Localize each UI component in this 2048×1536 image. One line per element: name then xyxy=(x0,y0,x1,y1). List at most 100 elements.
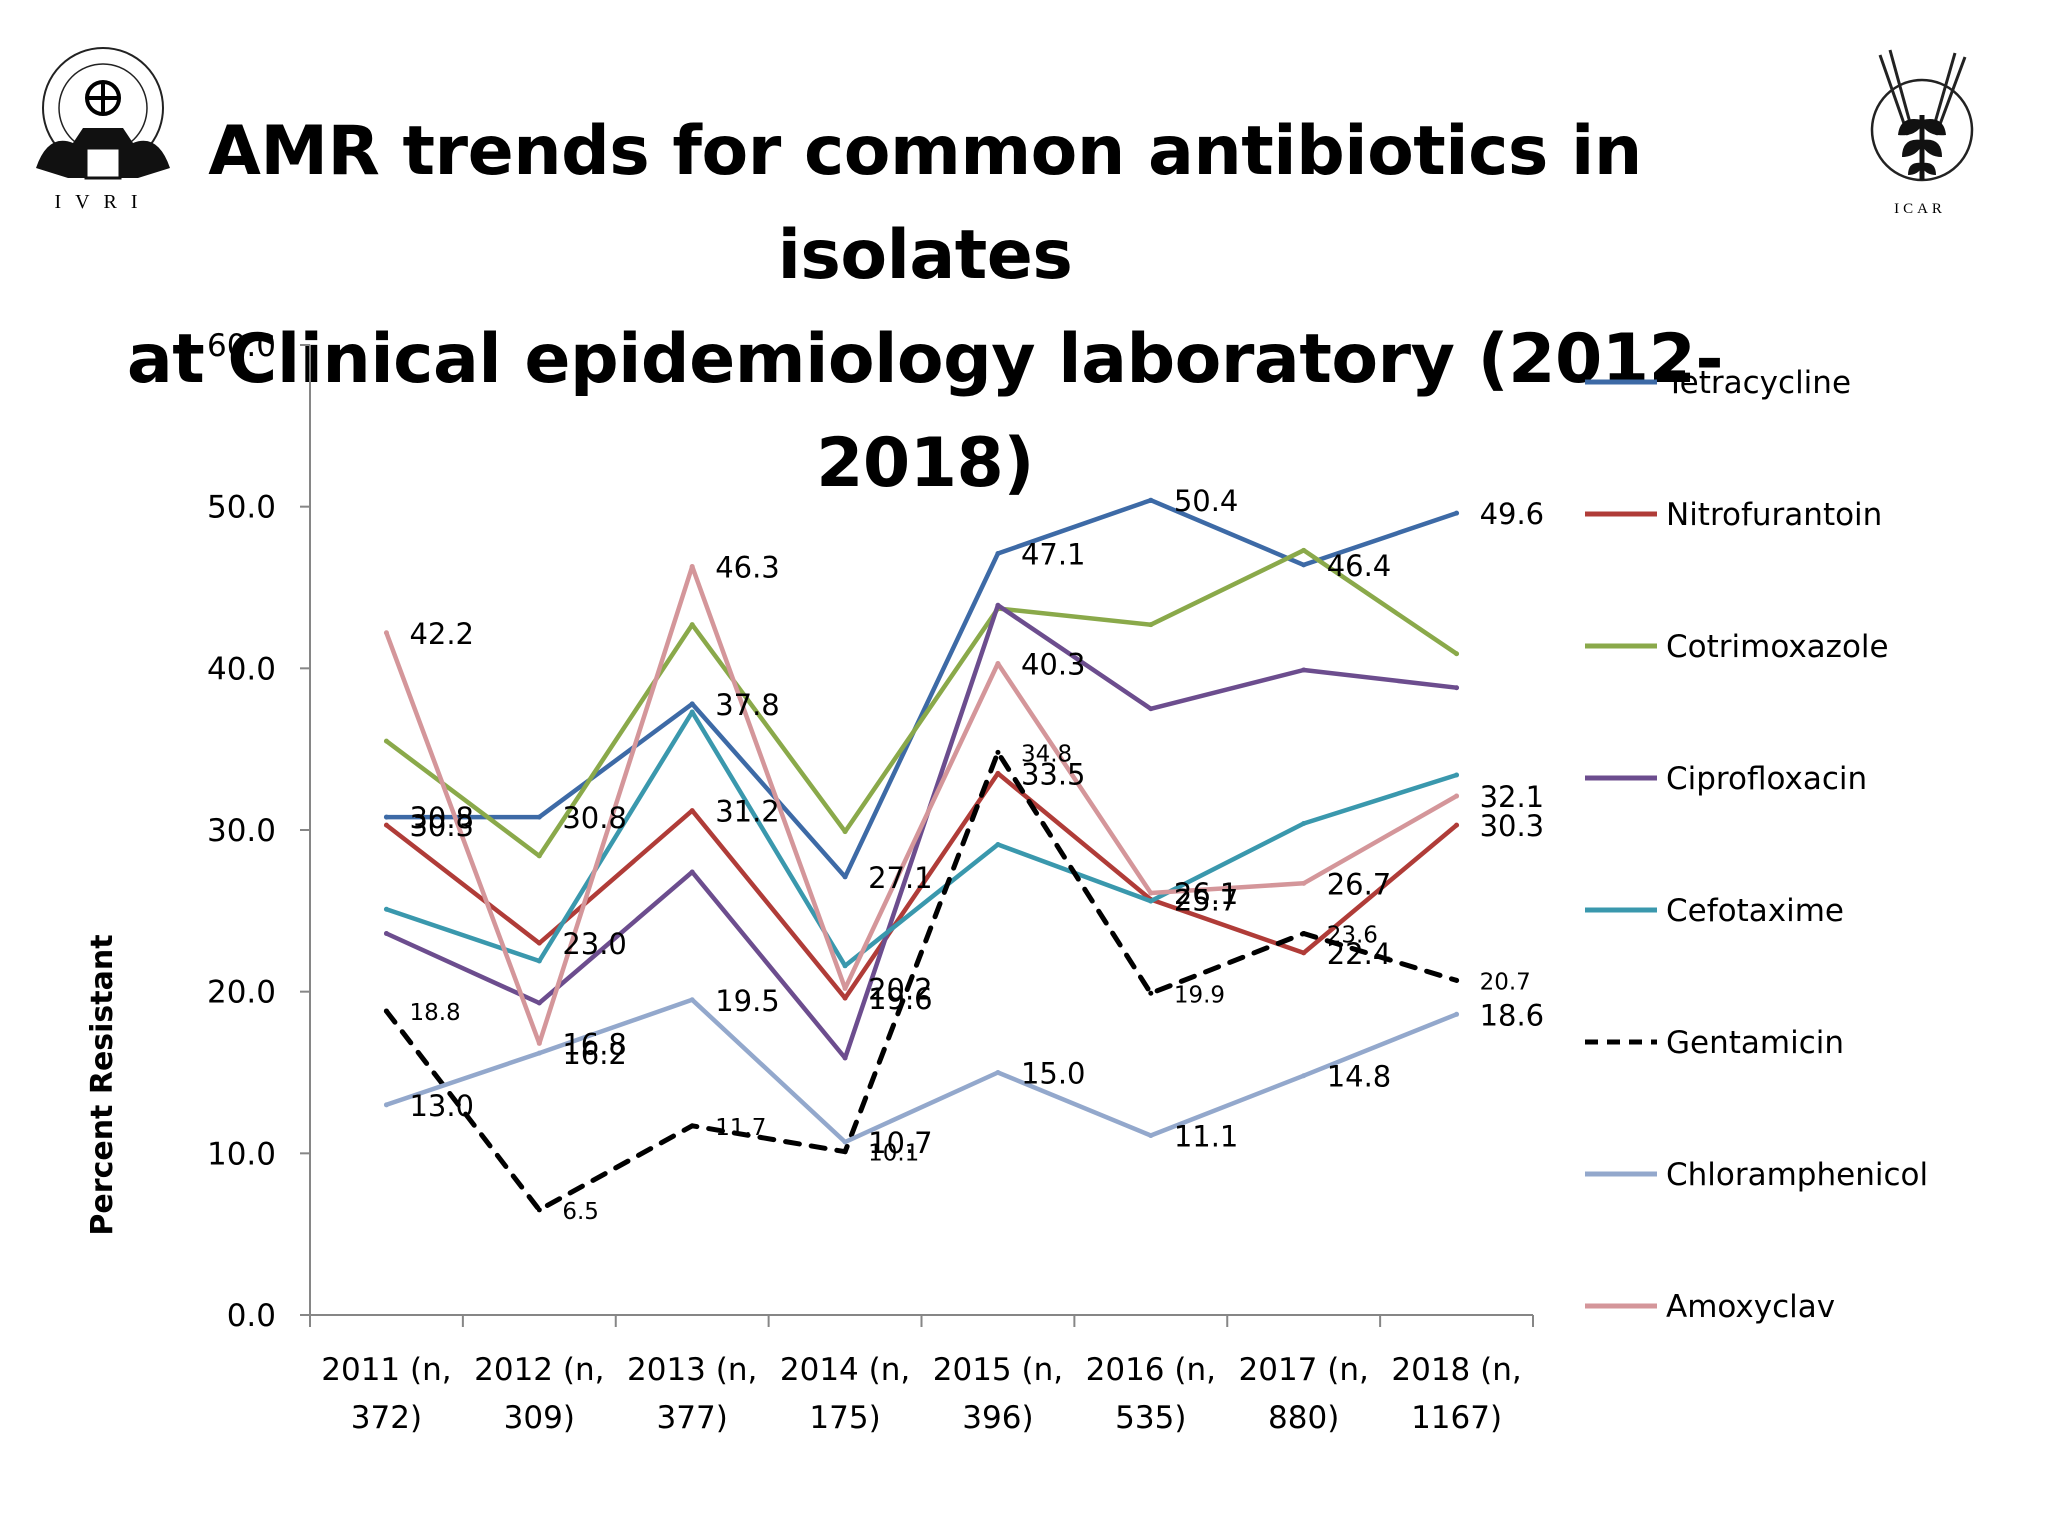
data-point xyxy=(536,814,542,820)
data-label: 47.1 xyxy=(1021,538,1086,572)
data-label: 25.7 xyxy=(1174,884,1239,918)
series-line-tetracycline xyxy=(384,497,1459,880)
icar-logo: ICAR xyxy=(1870,49,1974,217)
data-label: 14.8 xyxy=(1327,1060,1392,1094)
data-point xyxy=(383,1102,389,1108)
data-point xyxy=(383,1008,389,1014)
data-point xyxy=(995,551,1001,557)
data-label: 40.3 xyxy=(1021,647,1086,681)
data-point xyxy=(1454,685,1460,691)
chart-legend: Tetracycline Nitrofurantoin Cotrimoxazole C… xyxy=(1585,365,1928,1325)
data-label: 32.1 xyxy=(1480,780,1545,814)
data-point xyxy=(1148,497,1154,503)
data-point xyxy=(536,1050,542,1056)
series-line-gentamicin xyxy=(383,749,1460,1213)
data-label: 19.6 xyxy=(868,982,933,1016)
data-point xyxy=(536,1000,542,1006)
data-label: 18.6 xyxy=(1480,998,1545,1032)
y-tick-label: 50.0 xyxy=(207,490,276,526)
data-point xyxy=(536,853,542,859)
data-point xyxy=(1454,1011,1460,1017)
data-label: 11.1 xyxy=(1174,1120,1239,1154)
data-point xyxy=(842,1055,848,1061)
data-point xyxy=(1454,772,1460,778)
data-point xyxy=(842,995,848,1001)
x-tick-label: 2017 (n, 880) xyxy=(1239,1352,1369,1436)
data-point xyxy=(842,1149,848,1155)
data-point xyxy=(383,814,389,820)
data-point xyxy=(995,842,1001,848)
data-point xyxy=(1454,822,1460,828)
data-labels: 30.8 30.8 37.8 27.1 47.1 50.4 46.4 49.6 30.3 23.0… xyxy=(409,484,1544,1225)
series-line-chloramphenicol xyxy=(384,997,1459,1145)
series-line-amoxyclav xyxy=(384,564,1459,1046)
data-label: 22.4 xyxy=(1327,937,1392,971)
data-point xyxy=(536,1040,542,1046)
data-label: 30.3 xyxy=(409,809,474,843)
data-point xyxy=(1301,547,1307,553)
y-tick-label: 10.0 xyxy=(207,1136,276,1172)
data-point xyxy=(995,770,1001,776)
data-label: 10.1 xyxy=(868,1141,919,1167)
data-point xyxy=(689,563,695,569)
data-point xyxy=(1301,950,1307,956)
data-point xyxy=(1148,898,1154,904)
legend-label: Ciprofloxacin xyxy=(1666,761,1867,797)
data-point xyxy=(689,701,695,707)
data-point xyxy=(1454,510,1460,516)
data-label: 34.8 xyxy=(1021,741,1072,767)
data-point xyxy=(995,660,1001,666)
data-point xyxy=(1454,977,1460,983)
data-point xyxy=(1301,930,1307,936)
data-point xyxy=(1148,890,1154,896)
data-point xyxy=(383,822,389,828)
data-label: 30.8 xyxy=(409,801,474,835)
x-tick-label: 2013 (n, 377) xyxy=(627,1352,757,1436)
data-point xyxy=(1301,880,1307,886)
legend-label: Cefotaxime xyxy=(1666,893,1844,929)
data-label: 16.2 xyxy=(562,1037,627,1071)
data-point xyxy=(1301,821,1307,827)
data-point xyxy=(842,1139,848,1145)
data-label: 46.3 xyxy=(715,550,780,584)
data-label: 33.5 xyxy=(1021,757,1086,791)
series-line-cefotaxime xyxy=(384,709,1459,969)
data-label: 15.0 xyxy=(1021,1057,1086,1091)
data-label: 23.6 xyxy=(1327,922,1378,948)
data-point xyxy=(1301,667,1307,673)
data-point xyxy=(1148,706,1154,712)
x-tick-label: 2012 (n, 309) xyxy=(474,1352,604,1436)
data-point xyxy=(383,630,389,636)
data-label: 37.8 xyxy=(715,688,780,722)
data-point xyxy=(1301,562,1307,568)
data-point xyxy=(1148,990,1154,996)
data-point xyxy=(689,709,695,715)
y-tick-label: 40.0 xyxy=(207,651,276,687)
data-label: 27.1 xyxy=(868,861,933,895)
data-point xyxy=(689,808,695,814)
y-tick-label: 60.0 xyxy=(207,328,276,364)
data-label: 16.8 xyxy=(562,1027,627,1061)
title-line-1: AMR trends for common antibiotics in iso… xyxy=(208,112,1642,295)
y-tick-label: 0.0 xyxy=(227,1298,276,1334)
legend-label: Tetracycline xyxy=(1665,365,1851,401)
title-line-2: at Clinical epidemiology laboratory (201… xyxy=(126,320,1724,503)
data-label: 20.7 xyxy=(1480,969,1531,995)
data-label: 11.7 xyxy=(715,1115,766,1141)
legend-label: Cotrimoxazole xyxy=(1666,629,1889,665)
data-point xyxy=(689,622,695,628)
data-point xyxy=(689,997,695,1003)
data-point xyxy=(383,906,389,912)
data-label: 13.0 xyxy=(409,1089,474,1123)
x-tick-label: 2014 (n, 175) xyxy=(780,1352,910,1436)
data-label: 20.2 xyxy=(868,972,933,1006)
data-point xyxy=(995,1070,1001,1075)
series-line-ciprofloxacin xyxy=(384,603,1459,1061)
data-point xyxy=(1454,651,1460,657)
data-point xyxy=(842,829,848,835)
data-label: 26.1 xyxy=(1174,877,1239,911)
data-point xyxy=(536,1207,542,1213)
legend-label: Nitrofurantoin xyxy=(1666,497,1882,533)
series-lines xyxy=(383,497,1460,1213)
data-point xyxy=(1454,793,1460,799)
